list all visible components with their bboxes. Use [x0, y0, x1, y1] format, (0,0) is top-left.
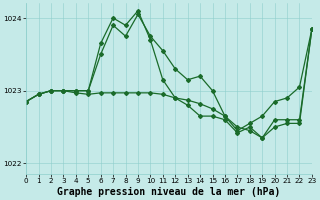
X-axis label: Graphe pression niveau de la mer (hPa): Graphe pression niveau de la mer (hPa): [57, 186, 281, 197]
